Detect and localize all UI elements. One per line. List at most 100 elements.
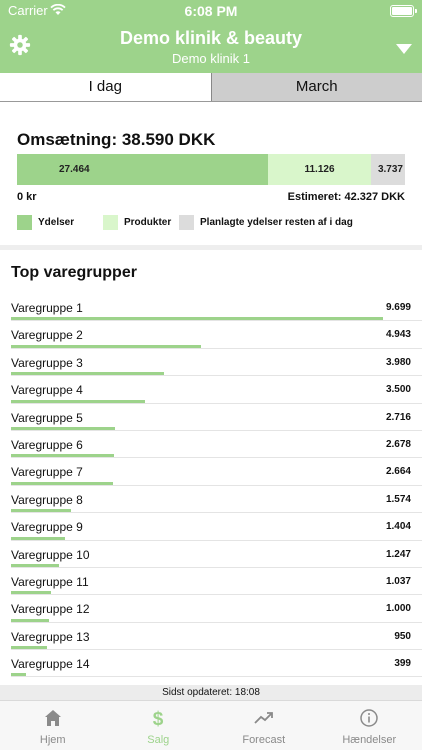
group-row: Varegruppe 2 4.943 — [11, 321, 422, 349]
group-bar — [11, 454, 114, 458]
tabbar-label-home: Hjem — [39, 734, 66, 746]
legend-swatch-produkter — [103, 214, 118, 230]
legend-label-planlagt: Planlagte ydelser resten af i dag — [200, 216, 353, 228]
revenue-legend: Ydelser Produkter Planlagte ydelser rest… — [17, 213, 417, 231]
group-bar — [11, 673, 26, 677]
group-row: Varegruppe 10 1.247 — [11, 541, 422, 568]
group-bar — [11, 426, 115, 430]
group-value: 4.943 — [385, 329, 411, 341]
group-label: Varegruppe 9 — [11, 520, 83, 535]
top-groups-list: Varegruppe 1 9.699 Varegruppe 2 4.943 Varegr… — [0, 294, 422, 678]
last-updated: Sidst opdateret: 18:08 — [0, 685, 422, 700]
group-bar — [11, 563, 59, 567]
carrier-label: Carrier — [8, 3, 48, 18]
group-row: Varegruppe 11 1.037 — [11, 568, 422, 596]
axis-min-label: 0 kr — [17, 191, 37, 203]
group-row: Varegruppe 13 950 — [11, 623, 422, 651]
group-bar — [11, 399, 145, 403]
period-tabs: I dag March — [0, 73, 422, 102]
group-value: 3.500 — [385, 384, 411, 396]
group-label: Varegruppe 4 — [11, 383, 83, 398]
group-value: 1.000 — [385, 603, 411, 615]
group-value: 2.664 — [385, 466, 411, 478]
tabbar-item-events[interactable]: Hændelser — [317, 701, 422, 750]
gear-icon[interactable] — [9, 34, 31, 56]
top-groups-title: Top varegrupper — [11, 264, 137, 281]
group-label: Varegruppe 11 — [11, 574, 89, 589]
group-value: 1.037 — [385, 575, 411, 587]
group-bar — [11, 618, 49, 622]
group-bar — [11, 481, 113, 485]
group-label: Varegruppe 1 — [11, 301, 83, 315]
group-value: 399 — [394, 658, 411, 670]
group-row: Varegruppe 6 2.678 — [11, 431, 422, 459]
trend-icon — [254, 712, 273, 724]
group-row: Varegruppe 1 9.699 — [11, 294, 422, 322]
group-label: Varegruppe 5 — [11, 410, 83, 425]
section-divider — [0, 245, 422, 250]
group-row: Varegruppe 9 1.404 — [11, 513, 422, 541]
tabbar-label-forecast: Forecast — [242, 734, 286, 746]
group-label: Varegruppe 13 — [11, 629, 90, 644]
group-row: Varegruppe 4 3.500 — [11, 376, 422, 404]
group-label: Varegruppe 12 — [11, 602, 90, 617]
wifi-icon — [50, 4, 66, 15]
status-time: 6:08 PM — [184, 3, 238, 19]
group-value: 1.574 — [385, 493, 411, 505]
revenue-segment-ydelser: 27.464 — [17, 154, 268, 185]
group-label: Varegruppe 3 — [11, 355, 83, 370]
tabbar-label-events: Hændelser — [342, 734, 397, 746]
tabbar-item-forecast[interactable]: Forecast — [211, 701, 317, 750]
legend-label-ydelser: Ydelser — [38, 216, 75, 228]
app-header: Carrier 6:08 PM Demo klinik & beauty Dem… — [0, 0, 422, 73]
legend-swatch-planlagt — [179, 214, 194, 230]
bottom-tab-bar: Hjem $ Salg Forecast Hændelser — [0, 700, 422, 750]
dollar-icon: $ — [153, 709, 164, 728]
group-value: 2.716 — [385, 411, 411, 423]
group-value: 1.404 — [385, 521, 411, 533]
tab-today[interactable]: I dag — [0, 73, 212, 101]
status-bar: Carrier 6:08 PM — [0, 0, 422, 22]
clinic-subtitle: Demo klinik 1 — [171, 51, 251, 66]
group-value: 9.699 — [385, 302, 411, 313]
group-bar — [11, 372, 164, 376]
tabbar-label-sales: Salg — [147, 734, 170, 746]
home-icon — [44, 710, 61, 726]
revenue-segment-produkter: 11.126 — [268, 154, 371, 185]
tabbar-item-home[interactable]: Hjem — [0, 701, 106, 750]
legend-item-planlagt: Planlagte ydelser resten af i dag — [179, 213, 353, 231]
chevron-down-icon[interactable] — [396, 44, 412, 54]
legend-swatch-ydelser — [17, 214, 32, 230]
battery-icon — [390, 5, 417, 17]
legend-label-produkter: Produkter — [124, 216, 172, 228]
estimated-label: Estimeret: 42.327 DKK — [287, 191, 405, 203]
svg-text:$: $ — [153, 709, 164, 728]
group-value: 950 — [394, 630, 411, 642]
tabbar-item-sales[interactable]: $ Salg — [106, 701, 212, 750]
page-title: Demo klinik & beauty — [119, 28, 303, 48]
group-label: Varegruppe 6 — [11, 437, 83, 452]
group-bar — [11, 536, 65, 540]
group-label: Varegruppe 7 — [11, 465, 83, 480]
tab-month[interactable]: March — [211, 73, 422, 101]
revenue-title: Omsætning: 38.590 DKK — [17, 130, 216, 149]
group-value: 1.247 — [385, 548, 411, 560]
revenue-segment-planlagt: 3.737 — [371, 154, 405, 185]
group-bar — [11, 591, 51, 595]
group-label: Varegruppe 14 — [11, 657, 90, 672]
group-bar — [11, 509, 71, 513]
legend-item-ydelser: Ydelser — [17, 213, 74, 231]
group-row: Varegruppe 3 3.980 — [11, 349, 422, 377]
group-bar — [11, 344, 201, 348]
group-row: Varegruppe 5 2.716 — [11, 404, 422, 431]
group-row: Varegruppe 7 2.664 — [11, 458, 422, 486]
group-value: 2.678 — [385, 438, 411, 450]
revenue-bar: 27.464 11.126 3.737 — [17, 154, 405, 185]
group-value: 3.980 — [385, 356, 411, 368]
legend-item-produkter: Produkter — [103, 213, 171, 231]
group-label: Varegruppe 2 — [11, 328, 83, 343]
group-row: Varegruppe 8 1.574 — [11, 486, 422, 514]
info-icon — [360, 709, 378, 727]
group-row: Varegruppe 14 399 — [11, 650, 422, 678]
group-row: Varegruppe 12 1.000 — [11, 595, 422, 623]
